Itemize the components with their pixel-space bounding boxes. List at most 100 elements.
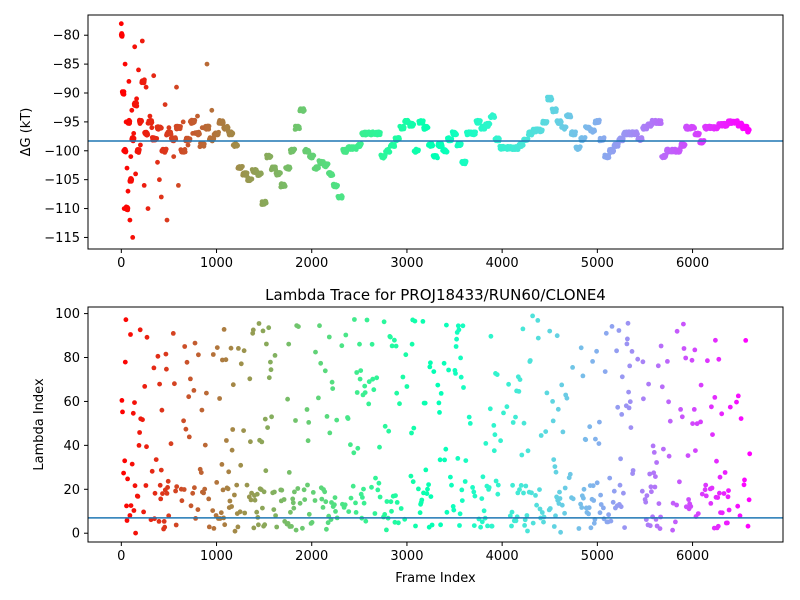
lambda-point: [481, 508, 487, 514]
lambda-point: [357, 341, 362, 347]
lambda-point: [220, 357, 225, 363]
delta-g-point: [563, 124, 569, 130]
lambda-point: [369, 484, 374, 490]
lambda-point: [260, 328, 266, 334]
delta-g-point: [497, 136, 502, 142]
lambda-point: [547, 506, 553, 511]
lambda-point: [342, 502, 348, 508]
delta-g-point: [297, 126, 302, 132]
delta-g-point: [378, 130, 383, 135]
lambda-point: [173, 488, 179, 494]
lambda-point: [715, 495, 721, 500]
delta-g-point: [178, 124, 183, 129]
lambda-point: [609, 324, 615, 329]
lambda-point: [384, 527, 389, 533]
top-y-tick-label: −80: [53, 29, 80, 44]
lambda-point: [404, 384, 410, 389]
lambda-point: [191, 388, 197, 393]
lambda-point: [491, 423, 497, 428]
lambda-point: [537, 487, 542, 492]
lambda-point: [160, 491, 165, 496]
lambda-point: [581, 486, 587, 492]
lambda-point: [377, 494, 383, 500]
top-scatter-points: [118, 21, 752, 240]
lambda-point: [486, 485, 492, 490]
lambda-point: [639, 488, 645, 494]
lambda-point: [300, 525, 305, 531]
delta-g-point: [339, 194, 345, 200]
lambda-point: [168, 441, 174, 447]
lambda-point: [558, 529, 563, 535]
lambda-point: [594, 480, 600, 486]
lambda-point: [699, 491, 705, 497]
lambda-point: [617, 482, 623, 488]
lambda-point: [166, 513, 172, 519]
lambda-point: [608, 518, 614, 524]
lambda-point: [369, 341, 375, 347]
delta-g-point: [697, 131, 702, 136]
lambda-point: [734, 399, 739, 405]
lambda-point: [295, 486, 301, 491]
lambda-point: [382, 423, 388, 429]
lambda-point: [274, 524, 280, 530]
lambda-point: [394, 500, 400, 505]
lambda-point: [742, 477, 747, 483]
delta-g-point: [220, 120, 226, 126]
lambda-point: [658, 514, 663, 520]
lambda-point: [713, 337, 718, 343]
bottom-x-axis-label: Frame Index: [395, 571, 476, 586]
top-x-tick-label: 6000: [676, 256, 709, 271]
lambda-point: [722, 470, 728, 475]
lambda-point: [254, 509, 260, 515]
lambda-point: [400, 374, 406, 380]
lambda-point: [679, 414, 685, 420]
lambda-point: [591, 520, 597, 526]
lambda-point: [417, 510, 423, 516]
lambda-point: [351, 450, 357, 456]
lambda-point: [527, 358, 533, 363]
lambda-point: [262, 522, 268, 528]
lambda-point: [606, 512, 611, 518]
delta-g-point: [204, 61, 210, 67]
lambda-point: [462, 479, 468, 484]
lambda-point: [318, 360, 324, 366]
lambda-point: [362, 383, 368, 389]
lambda-point: [442, 457, 447, 463]
delta-g-point: [131, 135, 137, 141]
lambda-point: [237, 509, 243, 515]
lambda-point: [427, 364, 433, 370]
lambda-point: [153, 457, 159, 462]
lambda-point: [201, 490, 207, 496]
delta-g-point: [259, 171, 264, 177]
lambda-point: [272, 353, 278, 358]
lambda-point: [122, 458, 128, 464]
lambda-point: [363, 518, 369, 524]
lambda-point: [302, 497, 308, 502]
lambda-point: [375, 487, 381, 493]
lambda-point: [741, 482, 747, 488]
lambda-point: [250, 327, 256, 333]
lambda-point: [183, 426, 189, 432]
lambda-point: [286, 470, 292, 475]
delta-g-point: [611, 148, 617, 154]
lambda-point: [479, 496, 485, 501]
lambda-point: [128, 503, 134, 508]
delta-g-point: [430, 143, 436, 148]
lambda-point: [690, 421, 695, 426]
lambda-point: [472, 493, 478, 499]
lambda-point: [133, 530, 139, 536]
lambda-point: [616, 328, 622, 333]
delta-g-point: [157, 177, 162, 183]
lambda-point: [281, 497, 287, 502]
lambda-point: [581, 495, 586, 501]
lambda-point: [437, 457, 443, 463]
top-y-tick-label: −110: [44, 202, 80, 217]
lambda-point: [689, 357, 695, 363]
lambda-point: [195, 507, 201, 512]
bottom-x-tick-label: 1000: [200, 549, 233, 564]
delta-g-point: [330, 172, 336, 178]
lambda-point: [132, 483, 138, 489]
delta-g-point: [164, 217, 170, 223]
lambda-point: [487, 406, 493, 412]
lambda-point: [389, 343, 395, 349]
